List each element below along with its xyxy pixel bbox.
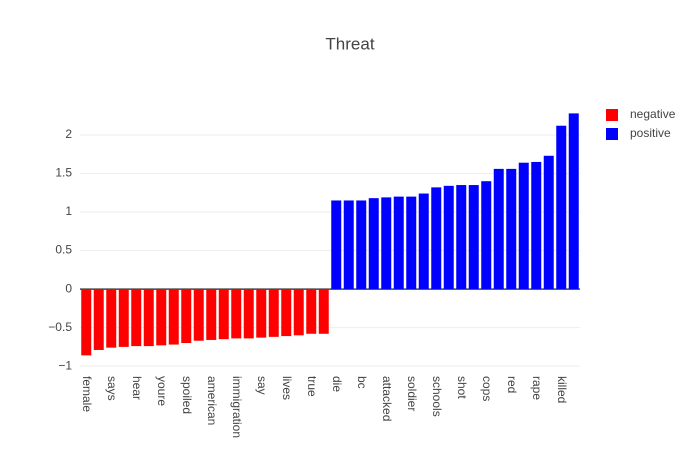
x-tick-label: say	[255, 376, 269, 395]
bar	[81, 289, 92, 356]
bar	[518, 162, 529, 290]
x-tick-label: youre	[155, 376, 169, 406]
y-tick-label: 1.5	[55, 166, 72, 180]
bar	[93, 289, 104, 350]
bar	[231, 289, 242, 339]
x-tick-label: killed	[555, 376, 569, 403]
bar	[281, 289, 292, 337]
x-tick-label: lives	[280, 376, 294, 400]
bar	[343, 200, 354, 290]
bar	[293, 289, 304, 336]
x-tick-label: immigration	[230, 376, 244, 438]
chart-title: Threat	[325, 34, 374, 53]
bar	[268, 289, 279, 337]
y-tick-label: −0.5	[48, 320, 72, 334]
bar	[431, 187, 442, 290]
bar	[531, 161, 542, 290]
bar	[493, 168, 504, 290]
bar	[481, 181, 492, 290]
bar	[181, 289, 192, 344]
y-tick-label: 0	[65, 281, 72, 295]
bar	[206, 289, 217, 340]
x-tick-label: hear	[130, 376, 144, 400]
x-tick-label: american	[205, 376, 219, 425]
legend-swatch	[606, 109, 618, 121]
y-tick-label: 1	[65, 204, 72, 218]
bar	[331, 200, 342, 290]
bar	[406, 196, 417, 290]
x-tick-label: attacked	[380, 376, 394, 421]
bar	[356, 200, 367, 290]
y-tick-label: 0.5	[55, 243, 72, 257]
bar	[468, 185, 479, 290]
x-tick-label: shot	[455, 376, 469, 399]
legend-swatch	[606, 128, 618, 140]
x-tick-label: die	[330, 376, 344, 392]
bar	[506, 168, 517, 290]
bar	[368, 198, 379, 290]
x-tick-label: bc	[355, 376, 369, 389]
bar	[193, 289, 204, 341]
bar	[318, 289, 329, 334]
bar	[131, 289, 142, 347]
bar	[156, 289, 167, 346]
x-tick-label: schools	[430, 376, 444, 417]
x-tick-label: says	[105, 376, 119, 401]
y-tick-label: −1	[58, 358, 72, 372]
y-tick-label: 2	[65, 127, 72, 141]
bar	[143, 289, 154, 347]
bar	[456, 185, 467, 290]
x-tick-label: soldier	[405, 376, 419, 411]
bar	[381, 197, 392, 290]
bar	[556, 125, 567, 290]
x-tick-label: female	[80, 376, 94, 412]
legend-label: negative	[630, 107, 676, 121]
x-tick-label: red	[505, 376, 519, 393]
bar	[443, 185, 454, 290]
x-tick-label: true	[305, 376, 319, 397]
bar	[543, 155, 554, 290]
bar	[218, 289, 229, 340]
bar	[168, 289, 179, 345]
x-tick-label: rape	[530, 376, 544, 400]
bar	[306, 289, 317, 334]
x-tick-label: spoiled	[180, 376, 194, 414]
bar	[106, 289, 117, 348]
bar	[418, 193, 429, 290]
bar	[243, 289, 254, 339]
bar	[568, 113, 579, 290]
bar	[118, 289, 129, 347]
bar	[393, 196, 404, 290]
legend-label: positive	[630, 126, 671, 140]
bar	[256, 289, 267, 338]
x-tick-label: cops	[480, 376, 494, 401]
